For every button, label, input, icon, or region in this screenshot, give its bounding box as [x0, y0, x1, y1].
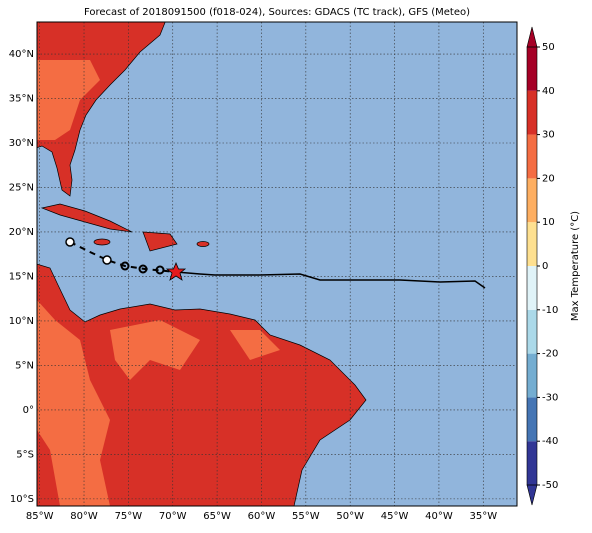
lon-tick-label: 40°W — [425, 511, 453, 522]
colorbar-segment — [527, 397, 537, 442]
lat-tick-label: 35°N — [9, 94, 34, 105]
storm-symbol — [120, 261, 130, 271]
lon-tick-label: 75°W — [115, 511, 143, 522]
lat-tick-label: 15°N — [9, 271, 34, 282]
storm-symbol — [65, 237, 75, 247]
lat-tick-label: 30°N — [9, 138, 34, 149]
colorbar-segment — [527, 90, 537, 135]
lat-tick-label: 40°N — [9, 49, 34, 60]
lat-tick-label: 25°N — [9, 182, 34, 193]
lon-tick-label: 80°W — [70, 511, 98, 522]
lon-tick-label: 55°W — [292, 511, 320, 522]
colorbar-label: Max Temperature (°C) — [570, 211, 581, 321]
storm-symbol — [102, 255, 112, 265]
colorbar-extend-low — [526, 484, 538, 506]
colorbar-segment — [527, 47, 537, 91]
colorbar-tick-label: 40 — [542, 86, 555, 97]
colorbar-tick-label: 20 — [542, 173, 555, 184]
colorbar-tick-label: 30 — [542, 130, 555, 141]
colorbar-extend-high — [526, 26, 538, 48]
lat-tick-label: 20°N — [9, 227, 34, 238]
lat-tick-label: 10°S — [10, 494, 34, 505]
colorbar-segment — [527, 309, 537, 354]
storm-symbol — [155, 265, 165, 275]
lat-tick-label: 10°N — [9, 316, 34, 327]
colorbar-tick-label: 0 — [542, 261, 548, 272]
colorbar-tick-label: -40 — [542, 436, 558, 447]
storm-symbol — [138, 264, 148, 274]
lon-tick-label: 85°W — [26, 511, 54, 522]
track — [175, 271, 486, 289]
colorbar-segment — [527, 134, 537, 179]
current-position — [165, 261, 187, 281]
colorbar-tick-label: -30 — [542, 392, 558, 403]
colorbar-segment — [527, 266, 537, 310]
land — [37, 22, 367, 506]
colorbar-segment — [527, 353, 537, 398]
lat-tick-label: 0° — [23, 405, 34, 416]
colorbar-segment — [527, 178, 537, 223]
lon-tick-label: 60°W — [248, 511, 276, 522]
lon-tick-label: 45°W — [381, 511, 409, 522]
lon-tick-label: 70°W — [159, 511, 187, 522]
lon-tick-label: 50°W — [336, 511, 364, 522]
colorbar-tick-label: -20 — [542, 349, 558, 360]
lat-tick-label: 5°N — [15, 360, 34, 371]
colorbar-tick-label: 10 — [542, 217, 555, 228]
colorbar-tick-label: 50 — [542, 42, 555, 53]
colorbar-segment — [527, 441, 537, 485]
colorbar-tick-label: -50 — [542, 480, 558, 491]
map-title: Forecast of 2018091500 (f018-024), Sourc… — [84, 7, 470, 18]
map-frame — [36, 21, 518, 507]
colorbar-tick-label: -10 — [542, 305, 558, 316]
colorbar-segment — [527, 222, 537, 266]
lon-tick-label: 35°W — [469, 511, 497, 522]
lat-tick-label: 5°S — [16, 449, 34, 460]
lon-tick-label: 65°W — [203, 511, 231, 522]
